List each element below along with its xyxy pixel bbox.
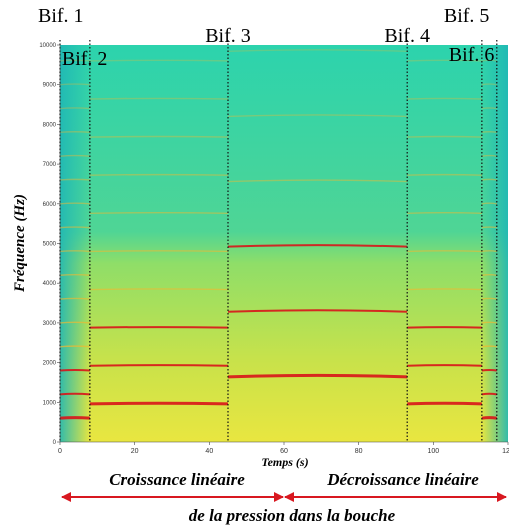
y-tick-label: 10000 [39, 43, 56, 49]
harmonic-line [481, 321, 497, 324]
harmonic-line [481, 226, 497, 229]
x-tick-label: 40 [205, 448, 213, 455]
annotation-decroissance: Décroissance linéaire [326, 470, 479, 489]
harmonic-line [481, 202, 497, 205]
harmonic-line [60, 368, 90, 372]
x-axis-title: Temps (s) [261, 455, 308, 469]
y-tick-label: 3000 [43, 321, 57, 327]
harmonic-line [481, 392, 497, 396]
harmonic-line [407, 59, 482, 62]
harmonic-line [60, 250, 90, 253]
y-tick-label: 8000 [43, 122, 57, 128]
harmonic-line [89, 173, 229, 176]
harmonic-line [60, 226, 90, 229]
harmonic-line [481, 154, 497, 157]
edge-shading-right [481, 45, 508, 442]
harmonic-line [89, 212, 229, 215]
harmonic-line [407, 97, 482, 100]
harmonic-line [60, 178, 90, 181]
harmonic-line [407, 401, 482, 406]
x-tick-label: 20 [131, 448, 139, 455]
x-tick-label: 60 [280, 448, 288, 455]
harmonic-line [89, 59, 229, 62]
harmonic-line [227, 309, 408, 313]
harmonic-line [227, 244, 408, 248]
harmonic-line [227, 179, 408, 183]
harmonic-line [60, 345, 90, 348]
harmonic-line [407, 135, 482, 138]
y-axis-title: Fréquence (Hz) [12, 194, 28, 293]
harmonic-line [89, 250, 229, 253]
y-tick-label: 2000 [43, 361, 57, 367]
harmonic-line [89, 97, 229, 100]
harmonic-line [481, 250, 497, 253]
harmonic-line [60, 392, 90, 396]
harmonic-line [481, 83, 497, 86]
spectrogram-background [60, 45, 508, 442]
x-tick-label: 100 [427, 448, 439, 455]
y-tick-label: 1000 [43, 400, 57, 406]
harmonic-line [60, 154, 90, 157]
harmonic-line [481, 345, 497, 348]
annotation-croissance: Croissance linéaire [109, 470, 245, 489]
harmonic-line [407, 250, 482, 253]
harmonic-line [60, 273, 90, 276]
harmonic-line [60, 83, 90, 86]
y-tick-label: 0 [53, 440, 57, 446]
harmonic-line [407, 212, 482, 215]
x-tick-label: 120 [502, 448, 509, 455]
harmonic-line [227, 114, 408, 118]
harmonic-line [481, 273, 497, 276]
harmonic-line [89, 288, 229, 291]
harmonic-line [60, 416, 90, 420]
harmonic-line [407, 364, 482, 367]
harmonic-line [89, 364, 229, 367]
harmonic-line [89, 326, 229, 329]
harmonic-line [407, 288, 482, 291]
harmonic-line [60, 321, 90, 324]
bifurcation-label: Bif. 5 [444, 5, 490, 27]
harmonic-line [481, 107, 497, 110]
harmonic-line [481, 368, 497, 372]
harmonic-line [481, 416, 498, 420]
harmonic-line [481, 59, 497, 62]
harmonic-line [481, 178, 497, 181]
y-tick-label: 6000 [43, 202, 57, 208]
harmonic-line [60, 59, 90, 62]
harmonic-line [60, 297, 90, 300]
bifurcation-label: Bif. 4 [384, 25, 430, 47]
y-tick-label: 9000 [43, 83, 57, 89]
harmonic-line [60, 202, 90, 205]
plot-area [59, 40, 508, 443]
harmonic-line [407, 326, 482, 329]
edge-shading-left [60, 45, 90, 442]
harmonic-line [60, 131, 90, 134]
harmonic-line [227, 373, 408, 379]
harmonic-line [481, 131, 497, 134]
x-tick-label: 80 [355, 448, 363, 455]
harmonic-line [89, 401, 229, 406]
harmonic-line [60, 107, 90, 110]
harmonic-line [227, 49, 408, 53]
harmonic-line [481, 297, 497, 300]
x-tick-label: 0 [58, 448, 62, 455]
bifurcation-label: Bif. 1 [38, 5, 84, 27]
harmonic-line [89, 135, 229, 138]
y-tick-label: 4000 [43, 281, 57, 287]
bifurcation-label: Bif. 2 [62, 48, 108, 70]
bifurcation-label: Bif. 6 [449, 44, 495, 66]
y-tick-label: 7000 [43, 162, 57, 168]
annotation-pressure: de la pression dans la bouche [189, 506, 396, 525]
harmonic-line [407, 173, 482, 176]
bifurcation-label: Bif. 3 [205, 25, 251, 47]
y-tick-label: 5000 [43, 242, 57, 248]
